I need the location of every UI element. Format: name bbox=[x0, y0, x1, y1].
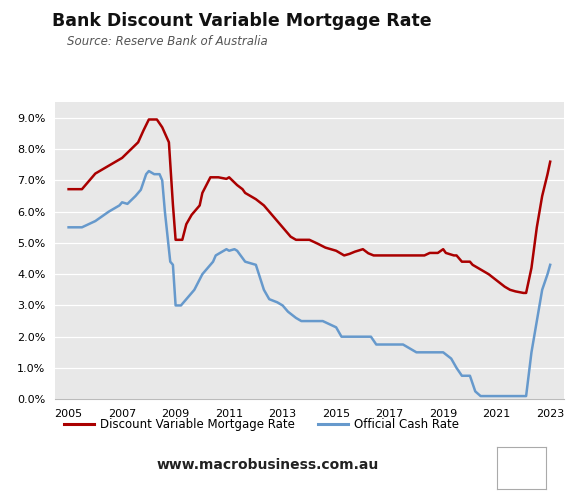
Text: www.macrobusiness.com.au: www.macrobusiness.com.au bbox=[156, 458, 378, 472]
Text: MACRO: MACRO bbox=[448, 34, 511, 49]
Text: Source: Reserve Bank of Australia: Source: Reserve Bank of Australia bbox=[67, 35, 268, 48]
Text: Bank Discount Variable Mortgage Rate: Bank Discount Variable Mortgage Rate bbox=[52, 12, 432, 30]
Legend: Discount Variable Mortgage Rate, Official Cash Rate: Discount Variable Mortgage Rate, Officia… bbox=[60, 413, 463, 436]
Text: BUSINESS: BUSINESS bbox=[440, 65, 518, 79]
